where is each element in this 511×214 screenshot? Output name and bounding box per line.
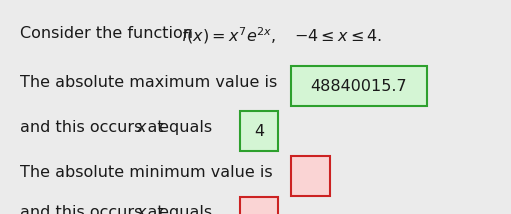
FancyBboxPatch shape — [240, 197, 278, 214]
Text: Consider the function: Consider the function — [20, 26, 199, 41]
Text: $x$: $x$ — [136, 120, 149, 135]
Text: 48840015.7: 48840015.7 — [311, 79, 407, 94]
Text: equals: equals — [154, 120, 213, 135]
Text: equals: equals — [154, 205, 213, 214]
FancyBboxPatch shape — [291, 156, 330, 196]
Text: $x$: $x$ — [136, 205, 149, 214]
FancyBboxPatch shape — [291, 66, 427, 106]
Text: and this occurs at: and this occurs at — [20, 120, 169, 135]
Text: The absolute minimum value is: The absolute minimum value is — [20, 165, 273, 180]
Text: 4: 4 — [254, 123, 264, 139]
FancyBboxPatch shape — [240, 111, 278, 151]
Text: The absolute maximum value is: The absolute maximum value is — [20, 75, 277, 90]
Text: and this occurs at: and this occurs at — [20, 205, 169, 214]
Text: $f(x) = x^7e^{2x},$   $-4 \leq x \leq 4.$: $f(x) = x^7e^{2x},$ $-4 \leq x \leq 4.$ — [181, 26, 383, 46]
